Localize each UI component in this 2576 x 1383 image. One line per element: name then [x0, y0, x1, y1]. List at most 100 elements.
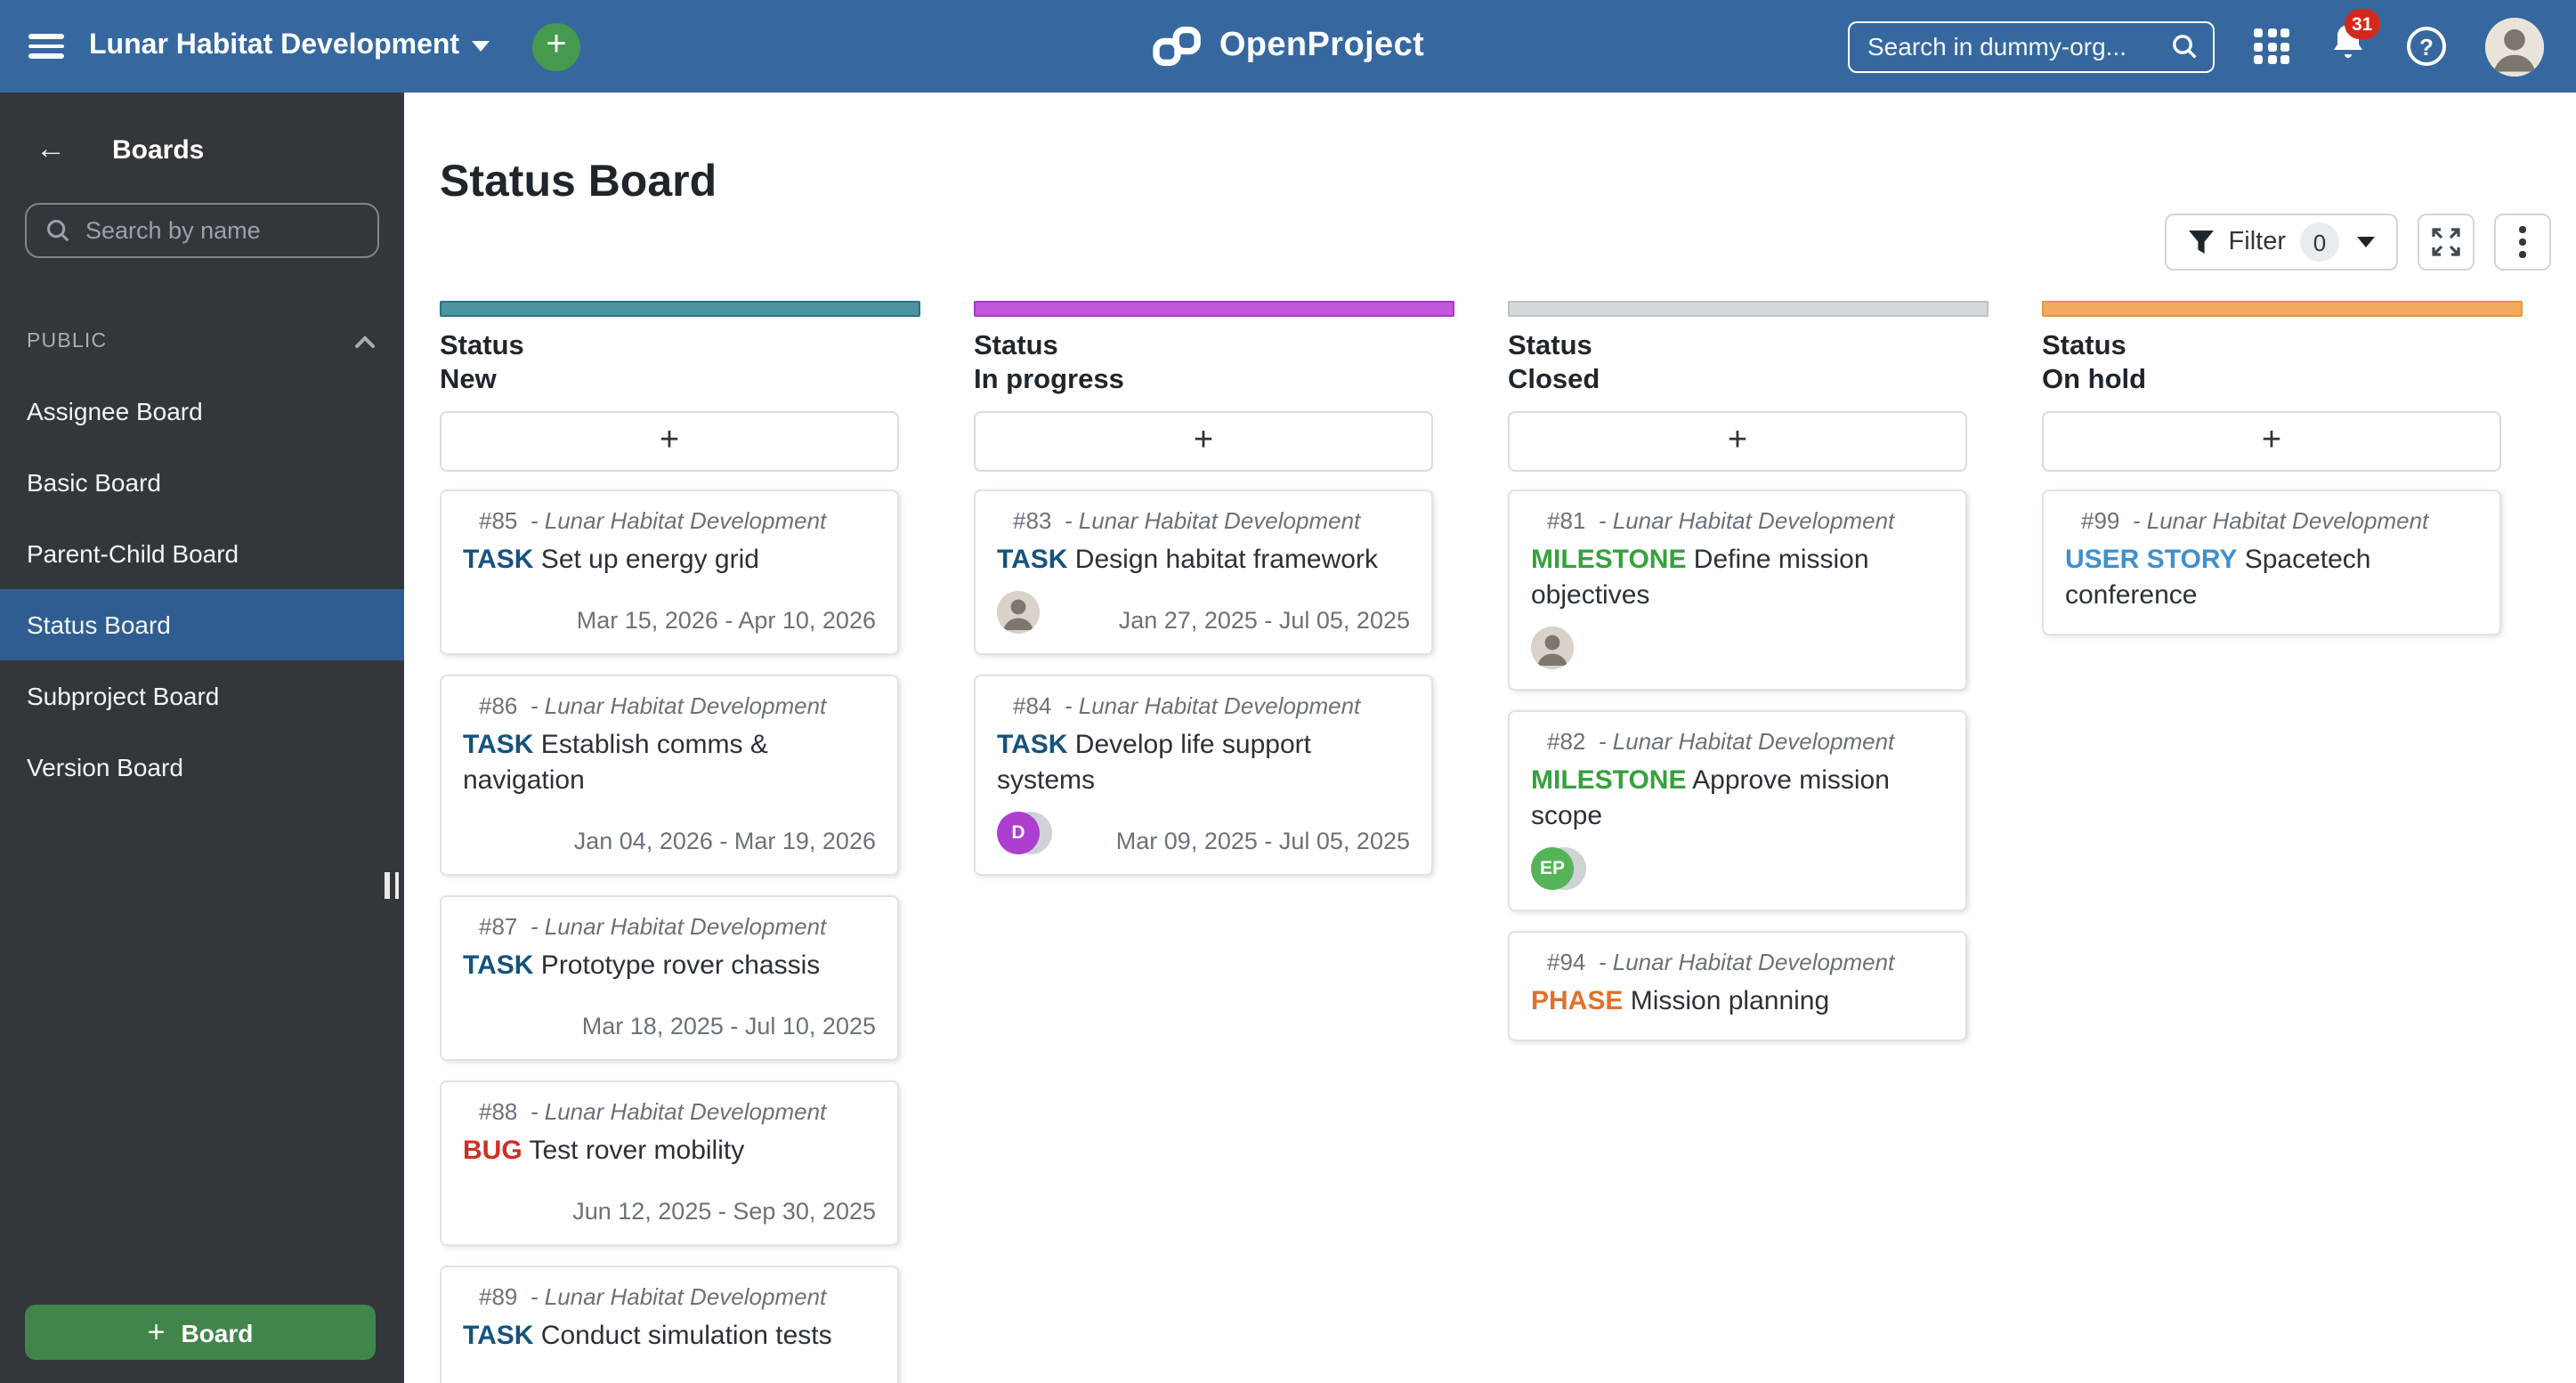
card-title: MILESTONE Approve mission scope: [1531, 764, 1944, 835]
card-title: USER STORY Spacetech conference: [2065, 543, 2478, 614]
help-icon[interactable]: ?: [2407, 27, 2446, 66]
openproject-logo-icon: [1152, 26, 1200, 67]
work-package-id: #84: [1013, 692, 1052, 719]
sidebar-section-public[interactable]: PUBLIC: [0, 322, 404, 361]
card-footer: D Mar 09, 2025 - Jul 05, 2025: [997, 812, 1410, 854]
work-package-card[interactable]: #82 - Lunar Habitat Development MILESTONE…: [1508, 710, 1967, 911]
board-column-in-progress: Status In progress + #83 - Lunar Habitat De…: [974, 301, 1454, 1383]
sidebar-item-version-board[interactable]: Version Board: [0, 732, 404, 803]
work-package-card[interactable]: #99 - Lunar Habitat Development USER STOR…: [2042, 489, 2501, 635]
hamburger-menu-icon[interactable]: [28, 34, 64, 59]
apps-grid-icon[interactable]: [2254, 28, 2289, 64]
sidebar-item-label: Assignee Board: [27, 397, 203, 425]
card-id-line: #85 - Lunar Habitat Development: [463, 507, 876, 534]
notifications-bell[interactable]: 31: [2329, 9, 2380, 71]
assignee-avatar: D: [997, 812, 1040, 854]
project-name: - Lunar Habitat Development: [1051, 507, 1361, 534]
work-package-id: #83: [1013, 507, 1052, 534]
add-card-button[interactable]: +: [440, 411, 899, 472]
card-title-text: Mission planning: [1623, 986, 1830, 1016]
work-package-card[interactable]: #89 - Lunar Habitat Development TASK Cond…: [440, 1266, 899, 1383]
work-package-card[interactable]: #94 - Lunar Habitat Development PHASE Mis…: [1508, 931, 1967, 1041]
work-package-type: MILESTONE: [1531, 765, 1687, 796]
card-dates: Jan 04, 2026 - Mar 19, 2026: [573, 828, 876, 854]
work-package-type: TASK: [463, 730, 534, 760]
column-color-bar: [440, 301, 920, 317]
card-title-text: Spacetech conference: [2065, 545, 2371, 611]
sidebar-item-subproject-board[interactable]: Subproject Board: [0, 660, 404, 732]
column-title-name: Closed: [1508, 365, 1600, 395]
project-switcher-label: Lunar Habitat Development: [89, 30, 460, 61]
main-content: Status Board Filter 0 Status New + #85 - Lu…: [404, 93, 2576, 1383]
card-title-text: Approve mission scope: [1531, 765, 1890, 831]
add-card-button[interactable]: +: [974, 411, 1433, 472]
card-dates: Mar 09, 2025 - Jul 05, 2025: [1115, 828, 1410, 854]
fullscreen-button[interactable]: [2418, 214, 2475, 271]
card-footer: Jun 12, 2025 - Sep 30, 2025: [463, 1182, 876, 1225]
board-search-input[interactable]: [85, 217, 360, 244]
work-package-card[interactable]: #85 - Lunar Habitat Development TASK Set …: [440, 489, 899, 655]
board-menu-button[interactable]: [2494, 214, 2551, 271]
work-package-card[interactable]: #83 - Lunar Habitat Development TASK Desi…: [974, 489, 1433, 655]
work-package-id: #94: [1547, 949, 1586, 975]
card-title-text: Design habitat framework: [1067, 545, 1378, 575]
card-id-line: #89 - Lunar Habitat Development: [463, 1283, 876, 1310]
new-board-button[interactable]: + Board: [25, 1305, 376, 1360]
sidebar-resize-handle[interactable]: [385, 872, 399, 899]
user-avatar[interactable]: [2485, 17, 2544, 76]
sidebar-item-label: Version Board: [27, 753, 183, 781]
sidebar-item-parent-child-board[interactable]: Parent-Child Board: [0, 518, 404, 589]
sidebar-item-assignee-board[interactable]: Assignee Board: [0, 376, 404, 447]
card-dates: Jan 27, 2025 - Jul 05, 2025: [1118, 607, 1410, 634]
board-list: Assignee Board Basic Board Parent-Child Bo…: [0, 376, 404, 803]
project-name: - Lunar Habitat Development: [1051, 692, 1361, 719]
filter-funnel-icon: [2188, 230, 2214, 254]
openproject-logo[interactable]: OpenProject: [1152, 0, 1424, 93]
chevron-down-icon: [472, 41, 490, 52]
card-title-text: Establish comms & navigation: [463, 730, 768, 796]
card-list: #99 - Lunar Habitat Development USER STOR…: [2042, 489, 2501, 635]
filter-button-label: Filter: [2228, 228, 2286, 256]
board-column-on-hold: Status On hold + #99 - Lunar Habitat Develo…: [2042, 301, 2523, 1383]
card-id-line: #87 - Lunar Habitat Development: [463, 913, 876, 940]
card-title: TASK Design habitat framework: [997, 543, 1410, 578]
card-id-line: #84 - Lunar Habitat Development: [997, 692, 1410, 719]
global-search-input[interactable]: [1867, 32, 2170, 61]
chevron-down-icon: [2357, 237, 2375, 247]
card-title: PHASE Mission planning: [1531, 984, 1944, 1020]
project-name: - Lunar Habitat Development: [1585, 507, 1895, 534]
work-package-card[interactable]: #87 - Lunar Habitat Development TASK Prot…: [440, 895, 899, 1061]
card-dates: Jun 12, 2025 - Sep 30, 2025: [572, 1198, 876, 1225]
work-package-card[interactable]: #86 - Lunar Habitat Development TASK Esta…: [440, 675, 899, 876]
global-add-button[interactable]: +: [532, 22, 581, 70]
work-package-card[interactable]: #84 - Lunar Habitat Development TASK Deve…: [974, 675, 1433, 876]
column-title: Status Closed: [1508, 329, 1989, 397]
filter-button[interactable]: Filter 0: [2164, 214, 2398, 271]
sidebar-item-label: Subproject Board: [27, 682, 220, 710]
page-title: Status Board: [440, 157, 717, 206]
card-id-line: #82 - Lunar Habitat Development: [1531, 728, 1944, 755]
card-title: TASK Conduct simulation tests: [463, 1319, 876, 1355]
work-package-id: #85: [479, 507, 518, 534]
work-package-card[interactable]: #81 - Lunar Habitat Development MILESTONE…: [1508, 489, 1967, 691]
back-arrow-icon[interactable]: ←: [36, 132, 66, 166]
column-title-prefix: Status: [2042, 331, 2126, 361]
column-title-prefix: Status: [440, 331, 524, 361]
global-search[interactable]: [1848, 20, 2215, 72]
card-title: TASK Develop life support systems: [997, 728, 1410, 799]
sidebar-item-status-board[interactable]: Status Board: [0, 589, 404, 660]
card-id-line: #83 - Lunar Habitat Development: [997, 507, 1410, 534]
project-switcher[interactable]: Lunar Habitat Development: [89, 30, 490, 62]
card-id-line: #81 - Lunar Habitat Development: [1531, 507, 1944, 534]
board-search[interactable]: [25, 203, 379, 258]
card-title-text: Conduct simulation tests: [533, 1321, 832, 1351]
work-package-id: #88: [479, 1098, 518, 1125]
add-card-button[interactable]: +: [1508, 411, 1967, 472]
card-title: BUG Test rover mobility: [463, 1134, 876, 1169]
project-name: - Lunar Habitat Development: [1585, 949, 1895, 975]
sidebar-item-basic-board[interactable]: Basic Board: [0, 447, 404, 518]
add-card-button[interactable]: +: [2042, 411, 2501, 472]
kanban-board: Status New + #85 - Lunar Habitat Developmen…: [440, 301, 2576, 1383]
work-package-card[interactable]: #88 - Lunar Habitat Development BUG Test …: [440, 1080, 899, 1246]
